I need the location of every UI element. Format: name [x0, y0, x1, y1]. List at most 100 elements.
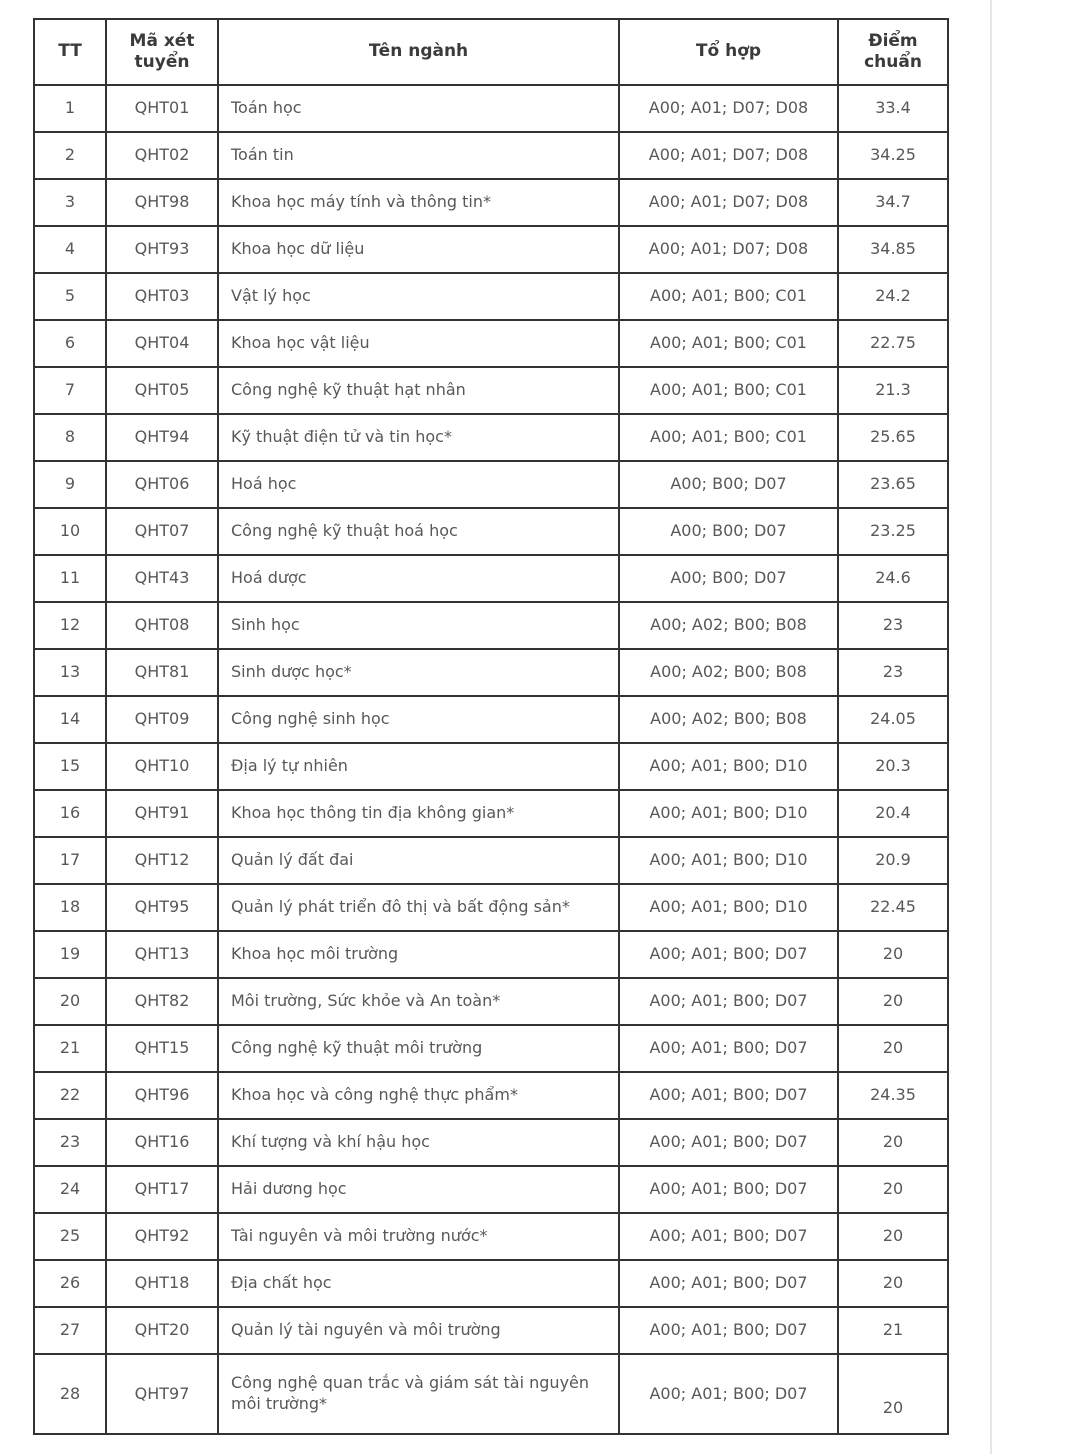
- cell-tt: 3: [33, 178, 107, 227]
- cell-score: 20.3: [837, 742, 949, 791]
- cell-name: Khoa học máy tính và thông tin*: [217, 178, 620, 227]
- cell-code: QHT18: [105, 1259, 219, 1308]
- table-row: 10 QHT07 Công nghệ kỹ thuật hoá học A00;…: [33, 507, 949, 556]
- cell-name: Kỹ thuật điện tử và tin học*: [217, 413, 620, 462]
- header-tt: TT: [33, 18, 107, 86]
- cell-tt: 17: [33, 836, 107, 885]
- cell-score: 20: [837, 1118, 949, 1167]
- cell-code: QHT04: [105, 319, 219, 368]
- cell-code: QHT43: [105, 554, 219, 603]
- cell-combo: A00; A01; B00; D07: [618, 1212, 839, 1261]
- cell-code: QHT03: [105, 272, 219, 321]
- header-name: Tên ngành: [217, 18, 620, 86]
- cell-combo: A00; A01; B00; D10: [618, 742, 839, 791]
- cell-tt: 26: [33, 1259, 107, 1308]
- cell-name: Toán học: [217, 84, 620, 133]
- cell-tt: 16: [33, 789, 107, 838]
- cell-code: QHT07: [105, 507, 219, 556]
- cell-combo: A00; A01; B00; D07: [618, 1353, 839, 1435]
- table-row: 3 QHT98 Khoa học máy tính và thông tin* …: [33, 178, 949, 227]
- cell-tt: 19: [33, 930, 107, 979]
- cell-name: Hải dương học: [217, 1165, 620, 1214]
- cell-code: QHT08: [105, 601, 219, 650]
- table-row: 9 QHT06 Hoá học A00; B00; D07 23.65: [33, 460, 949, 509]
- table-row: 14 QHT09 Công nghệ sinh học A00; A02; B0…: [33, 695, 949, 744]
- cell-score: 23: [837, 648, 949, 697]
- cell-score: 20: [837, 1165, 949, 1214]
- cell-score: 20.4: [837, 789, 949, 838]
- cell-name: Tài nguyên và môi trường nước*: [217, 1212, 620, 1261]
- cell-code: QHT01: [105, 84, 219, 133]
- cell-score: 22.45: [837, 883, 949, 932]
- table-row: 5 QHT03 Vật lý học A00; A01; B00; C01 24…: [33, 272, 949, 321]
- cell-code: QHT98: [105, 178, 219, 227]
- table-row: 21 QHT15 Công nghệ kỹ thuật môi trường A…: [33, 1024, 949, 1073]
- table-row: 22 QHT96 Khoa học và công nghệ thực phẩm…: [33, 1071, 949, 1120]
- cell-name: Quản lý đất đai: [217, 836, 620, 885]
- cell-combo: A00; A01; B00; D07: [618, 1024, 839, 1073]
- cell-tt: 10: [33, 507, 107, 556]
- cell-combo: A00; A01; B00; D07: [618, 1118, 839, 1167]
- cell-tt: 6: [33, 319, 107, 368]
- cell-score: 22.75: [837, 319, 949, 368]
- cell-code: QHT15: [105, 1024, 219, 1073]
- cell-tt: 28: [33, 1353, 107, 1435]
- table-row: 6 QHT04 Khoa học vật liệu A00; A01; B00;…: [33, 319, 949, 368]
- cell-combo: A00; A01; B00; D10: [618, 836, 839, 885]
- cell-combo: A00; A01; B00; D10: [618, 883, 839, 932]
- page-content-divider: [990, 0, 992, 1454]
- cell-score: 20: [837, 977, 949, 1026]
- cell-score: 33.4: [837, 84, 949, 133]
- cell-score: 24.35: [837, 1071, 949, 1120]
- cell-tt: 8: [33, 413, 107, 462]
- cell-tt: 23: [33, 1118, 107, 1167]
- cell-name: Địa chất học: [217, 1259, 620, 1308]
- cell-combo: A00; A01; B00; C01: [618, 319, 839, 368]
- table-row: 1 QHT01 Toán học A00; A01; D07; D08 33.4: [33, 84, 949, 133]
- cell-name: Hoá học: [217, 460, 620, 509]
- admission-scores-table-wrap: TT Mã xét tuyển Tên ngành Tổ hợp Điểm ch…: [33, 18, 949, 1435]
- table-row: 7 QHT05 Công nghệ kỹ thuật hạt nhân A00;…: [33, 366, 949, 415]
- cell-code: QHT05: [105, 366, 219, 415]
- cell-code: QHT93: [105, 225, 219, 274]
- cell-code: QHT96: [105, 1071, 219, 1120]
- header-score: Điểm chuẩn: [837, 18, 949, 86]
- cell-code: QHT82: [105, 977, 219, 1026]
- cell-tt: 14: [33, 695, 107, 744]
- table-row: 18 QHT95 Quản lý phát triển đô thị và bấ…: [33, 883, 949, 932]
- table-row: 24 QHT17 Hải dương học A00; A01; B00; D0…: [33, 1165, 949, 1214]
- table-row: 12 QHT08 Sinh học A00; A02; B00; B08 23: [33, 601, 949, 650]
- cell-combo: A00; A01; B00; D07: [618, 1306, 839, 1355]
- cell-combo: A00; A01; B00; D07: [618, 930, 839, 979]
- cell-name: Hoá dược: [217, 554, 620, 603]
- cell-code: QHT92: [105, 1212, 219, 1261]
- cell-name: Địa lý tự nhiên: [217, 742, 620, 791]
- header-combo: Tổ hợp: [618, 18, 839, 86]
- cell-code: QHT91: [105, 789, 219, 838]
- cell-tt: 18: [33, 883, 107, 932]
- cell-combo: A00; A01; D07; D08: [618, 225, 839, 274]
- cell-code: QHT95: [105, 883, 219, 932]
- cell-combo: A00; B00; D07: [618, 460, 839, 509]
- cell-score: 21.3: [837, 366, 949, 415]
- cell-tt: 4: [33, 225, 107, 274]
- cell-code: QHT81: [105, 648, 219, 697]
- cell-name: Công nghệ quan trắc và giám sát tài nguy…: [217, 1353, 620, 1435]
- cell-code: QHT20: [105, 1306, 219, 1355]
- cell-score: 23.65: [837, 460, 949, 509]
- cell-code: QHT94: [105, 413, 219, 462]
- cell-name: Công nghệ sinh học: [217, 695, 620, 744]
- table-row: 4 QHT93 Khoa học dữ liệu A00; A01; D07; …: [33, 225, 949, 274]
- cell-score: 23.25: [837, 507, 949, 556]
- cell-combo: A00; A01; B00; C01: [618, 413, 839, 462]
- cell-combo: A00; A01; B00; D10: [618, 789, 839, 838]
- table-row: 13 QHT81 Sinh dược học* A00; A02; B00; B…: [33, 648, 949, 697]
- cell-code: QHT06: [105, 460, 219, 509]
- cell-score: 20: [837, 1353, 949, 1435]
- table-row: 26 QHT18 Địa chất học A00; A01; B00; D07…: [33, 1259, 949, 1308]
- cell-score: 20: [837, 930, 949, 979]
- cell-tt: 21: [33, 1024, 107, 1073]
- cell-name: Khoa học dữ liệu: [217, 225, 620, 274]
- cell-code: QHT09: [105, 695, 219, 744]
- cell-tt: 5: [33, 272, 107, 321]
